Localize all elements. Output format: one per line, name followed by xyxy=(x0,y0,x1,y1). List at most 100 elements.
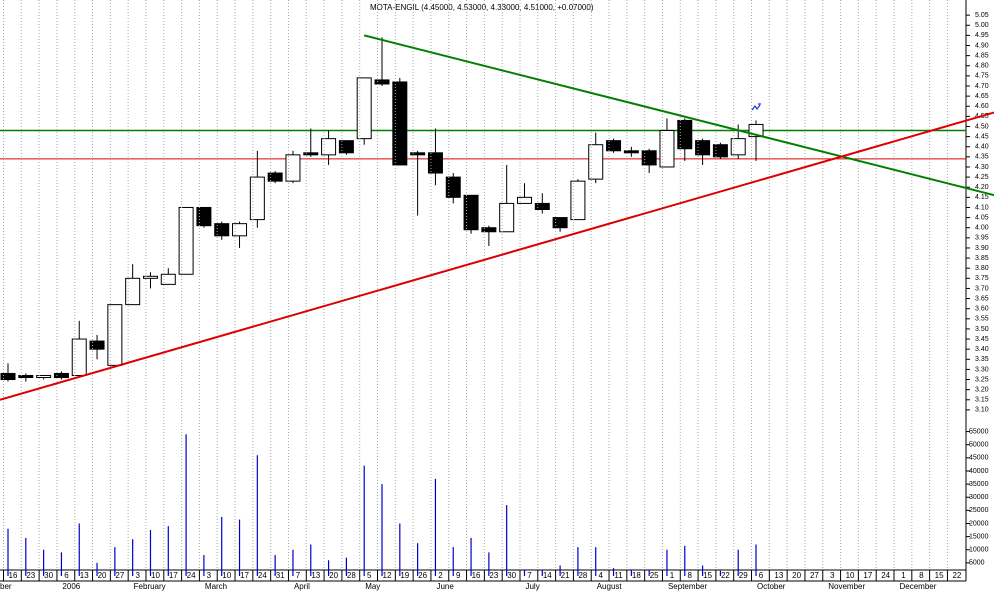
y-tick-label: 3.95 xyxy=(975,235,989,242)
x-tick-label: 2 xyxy=(438,571,443,580)
x-tick-label: 23 xyxy=(26,571,35,580)
candle-body xyxy=(249,176,265,221)
x-tick-label: 7 xyxy=(296,571,301,580)
y-tick-label: 4.25 xyxy=(975,174,989,181)
candle-body xyxy=(321,138,337,156)
y-tick-label: 4.05 xyxy=(975,214,989,221)
month-label: October xyxy=(757,582,786,591)
y-tick-label: 4.50 xyxy=(975,123,989,130)
x-tick-label: 24 xyxy=(258,571,267,580)
y-tick-label: 4.95 xyxy=(975,32,989,39)
candle-body xyxy=(196,206,212,227)
x-tick-label: 26 xyxy=(418,571,427,580)
y-tick-label: 4.10 xyxy=(975,204,989,211)
y-tick-label: 3.65 xyxy=(975,295,989,302)
x-tick-label: 21 xyxy=(561,571,570,580)
x-tick-label: 15 xyxy=(935,571,944,580)
x-tick-label: 17 xyxy=(863,571,872,580)
candle-body xyxy=(427,152,443,174)
y-tick-label: 5.00 xyxy=(975,22,989,29)
y-tick-label: 3.20 xyxy=(975,387,989,394)
y-tick-label: 4.85 xyxy=(975,52,989,59)
x-tick-label: 27 xyxy=(810,571,819,580)
trendline xyxy=(0,111,994,401)
candle-body xyxy=(18,374,34,379)
y2-tick-label: 40000 xyxy=(969,468,989,475)
x-tick-label: 20 xyxy=(329,571,338,580)
x-tick-label: 10 xyxy=(222,571,231,580)
month-label: December xyxy=(900,582,937,591)
candle-body xyxy=(516,196,532,204)
y-tick-label: 4.70 xyxy=(975,83,989,90)
y-tick-label: 3.15 xyxy=(975,397,989,404)
y-tick-label: 4.45 xyxy=(975,133,989,140)
month-label: 2006 xyxy=(62,582,80,591)
y2-tick-label: 50000 xyxy=(969,442,989,449)
candle-body xyxy=(356,77,372,140)
x-tick-label: 15 xyxy=(703,571,712,580)
candle-body xyxy=(267,172,283,182)
x-tick-label: 16 xyxy=(9,571,18,580)
y-tick-label: 4.80 xyxy=(975,63,989,70)
x-tick-label: 28 xyxy=(578,571,587,580)
x-tick-label: 27 xyxy=(115,571,124,580)
x-tick-label: 20 xyxy=(98,571,107,580)
candle-body xyxy=(695,140,711,156)
x-tick-label: 14 xyxy=(543,571,552,580)
x-tick-label: 25 xyxy=(650,571,659,580)
x-tick-label: 17 xyxy=(169,571,178,580)
y-tick-label: 3.40 xyxy=(975,346,989,353)
y-tick-label: 3.80 xyxy=(975,265,989,272)
y2-tick-label: 20000 xyxy=(969,520,989,527)
y-tick-label: 3.90 xyxy=(975,245,989,252)
x-tick-label: 3 xyxy=(207,571,212,580)
x-tick-label: 9 xyxy=(456,571,461,580)
candle-body xyxy=(178,206,194,275)
y-tick-label: 4.90 xyxy=(975,42,989,49)
y-tick-label: 4.00 xyxy=(975,225,989,232)
candle-body xyxy=(659,130,675,168)
x-tick-label: 20 xyxy=(792,571,801,580)
candle-body xyxy=(125,277,141,306)
y-tick-label: 3.60 xyxy=(975,306,989,313)
x-tick-label: 7 xyxy=(527,571,532,580)
x-tick-label: 10 xyxy=(151,571,160,580)
candle-body xyxy=(552,217,568,229)
y-tick-label: 4.60 xyxy=(975,103,989,110)
y-tick-label: 4.75 xyxy=(975,73,989,80)
y-tick-label: 5.05 xyxy=(975,12,989,19)
chart-title: MOTA-ENGIL (4.45000, 4.53000, 4.33000, 4… xyxy=(370,3,594,12)
y2-tick-label: 45000 xyxy=(969,455,989,462)
month-label: July xyxy=(525,582,539,591)
y2-tick-label: 10000 xyxy=(969,547,989,554)
y2-tick-label: 5000 xyxy=(969,560,985,567)
candle-body xyxy=(71,338,87,376)
y-tick-label: 3.35 xyxy=(975,356,989,363)
candle-body xyxy=(463,194,479,231)
candle-body xyxy=(445,176,461,198)
y-tick-label: 3.45 xyxy=(975,336,989,343)
month-label: August xyxy=(597,582,623,591)
plot-area xyxy=(0,37,966,382)
x-tick-label: 10 xyxy=(846,571,855,580)
y-tick-label: 3.10 xyxy=(975,407,989,414)
x-tick-label: 3 xyxy=(135,571,140,580)
y-tick-label: 4.30 xyxy=(975,164,989,171)
candle-body xyxy=(285,154,301,182)
candle-body xyxy=(160,273,176,285)
x-tick-label: 1 xyxy=(901,571,906,580)
x-tick-label: 23 xyxy=(489,571,498,580)
x-tick-label: 16 xyxy=(472,571,481,580)
y-tick-label: 4.65 xyxy=(975,93,989,100)
candle-body xyxy=(499,202,515,233)
candle-body xyxy=(0,372,16,381)
candle-body xyxy=(142,275,158,279)
x-tick-label: 19 xyxy=(400,571,409,580)
x-tick-label: 11 xyxy=(614,571,623,580)
x-tick-label: 13 xyxy=(80,571,89,580)
candle-body xyxy=(481,227,497,233)
month-label: February xyxy=(134,582,166,591)
